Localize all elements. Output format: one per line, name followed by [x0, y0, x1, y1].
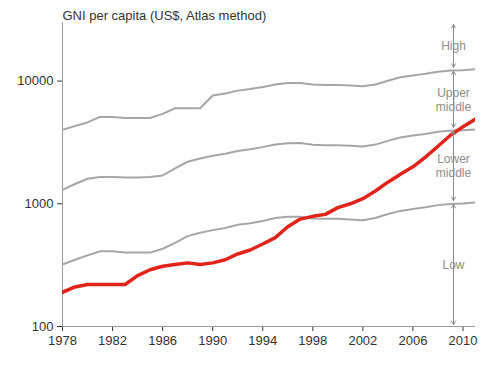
svg-text:1978: 1978: [48, 333, 77, 348]
svg-text:Low: Low: [442, 257, 465, 272]
svg-text:1990: 1990: [198, 333, 227, 348]
html-text:Lower: Lower: [437, 152, 470, 167]
svg-text:2002: 2002: [348, 333, 377, 348]
svg-text:High: High: [441, 39, 466, 54]
svg-text:2006: 2006: [398, 333, 427, 348]
html-text:middle: middle: [435, 166, 472, 181]
svg-text:10000: 10000: [17, 73, 53, 88]
svg-text:1986: 1986: [148, 333, 177, 348]
svg-text:1982: 1982: [98, 333, 127, 348]
svg-text:100: 100: [32, 319, 54, 334]
svg-text:1998: 1998: [298, 333, 327, 348]
html-text:middle: middle: [435, 99, 472, 114]
svg-text:GNI per capita (US$, Atlas met: GNI per capita (US$, Atlas method): [63, 8, 267, 23]
svg-text:1994: 1994: [248, 333, 277, 348]
svg-text:2010: 2010: [449, 333, 478, 348]
html-text:Upper: Upper: [437, 85, 470, 100]
svg-text:1000: 1000: [25, 196, 54, 211]
